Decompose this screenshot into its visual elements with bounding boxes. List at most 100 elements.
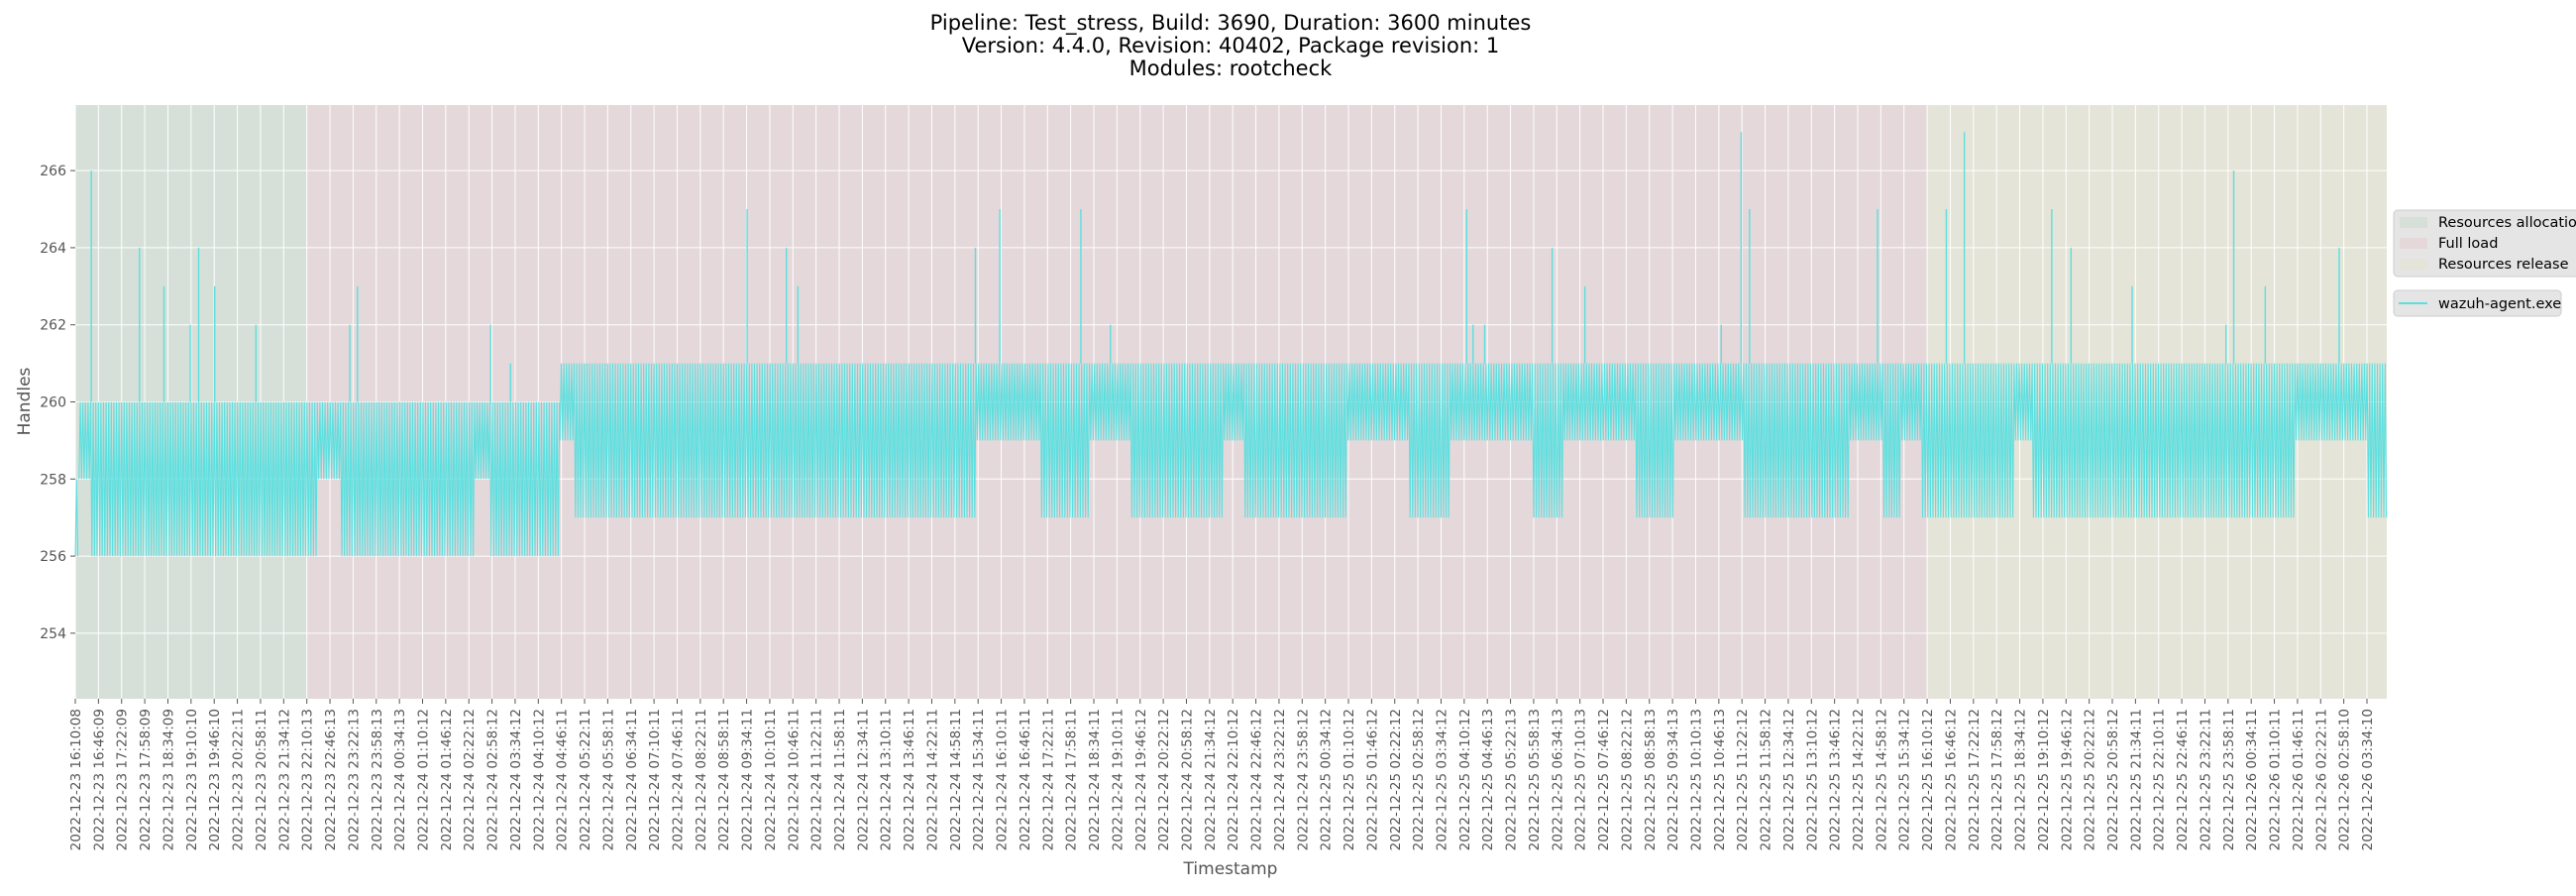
x-tick-label: 2022-12-24 22:10:12 — [1226, 709, 1241, 850]
x-tick-label: 2022-12-25 14:58:12 — [1874, 709, 1889, 850]
x-tick-label: 2022-12-23 16:10:08 — [68, 709, 84, 850]
x-tick-label: 2022-12-24 11:58:11 — [832, 709, 848, 850]
x-tick-label: 2022-12-26 01:10:11 — [2268, 709, 2284, 850]
x-tick-label: 2022-12-25 04:10:12 — [1457, 709, 1473, 850]
x-tick-label: 2022-12-24 16:46:11 — [1018, 709, 1033, 850]
y-tick-label: 266 — [40, 164, 66, 179]
x-tick-label: 2022-12-25 18:34:12 — [2013, 709, 2029, 850]
x-tick-label: 2022-12-26 03:34:10 — [2360, 709, 2376, 850]
y-axis: 254 256 258 260 262 264 266 — [40, 164, 75, 642]
x-tick-label: 2022-12-25 23:58:11 — [2221, 709, 2237, 850]
x-tick-label: 2022-12-25 17:22:12 — [1967, 709, 1983, 850]
series-band-1 — [78, 401, 561, 557]
x-tick-label: 2022-12-23 23:22:13 — [346, 709, 362, 850]
y-tick-label: 258 — [40, 472, 66, 488]
x-tick-label: 2022-12-25 05:22:13 — [1504, 709, 1520, 850]
chart-title-line-3: Modules: rootcheck — [1129, 56, 1333, 80]
x-tick-label: 2022-12-25 04:46:13 — [1480, 709, 1496, 850]
x-tick-label: 2022-12-25 19:46:12 — [2059, 709, 2075, 850]
y-tick-label: 264 — [40, 241, 66, 257]
series-band-0 — [74, 479, 79, 557]
x-tick-label: 2022-12-25 13:10:12 — [1804, 709, 1820, 850]
x-tick-label: 2022-12-25 02:58:12 — [1411, 709, 1427, 850]
x-tick-label: 2022-12-25 01:10:12 — [1342, 709, 1357, 850]
x-tick-label: 2022-12-25 22:10:11 — [2152, 709, 2168, 850]
x-axis: 2022-12-23 16:10:08 2022-12-23 16:46:09 20… — [68, 699, 2376, 850]
x-tick-label: 2022-12-24 17:58:11 — [1064, 709, 1080, 850]
x-tick-label: 2022-12-23 16:46:09 — [91, 709, 107, 850]
x-tick-label: 2022-12-24 08:58:11 — [716, 709, 732, 850]
x-tick-label: 2022-12-24 16:10:11 — [995, 709, 1011, 850]
x-tick-label: 2022-12-24 01:46:12 — [439, 709, 455, 850]
x-tick-label: 2022-12-23 22:10:13 — [300, 709, 316, 850]
x-tick-label: 2022-12-24 23:58:12 — [1295, 709, 1311, 850]
x-tick-label: 2022-12-24 22:46:12 — [1249, 709, 1265, 850]
x-tick-label: 2022-12-24 06:34:11 — [624, 709, 640, 850]
x-tick-label: 2022-12-25 03:34:12 — [1434, 709, 1449, 850]
x-tick-label: 2022-12-25 16:10:12 — [1920, 709, 1936, 850]
x-tick-label: 2022-12-24 02:22:12 — [462, 709, 478, 850]
x-tick-label: 2022-12-24 14:58:11 — [948, 709, 964, 850]
x-tick-label: 2022-12-24 02:58:12 — [485, 709, 501, 850]
x-tick-label: 2022-12-24 20:58:12 — [1179, 709, 1195, 850]
x-tick-label: 2022-12-24 19:10:11 — [1110, 709, 1126, 850]
legend-label-allocation: Resources allocation — [2438, 215, 2576, 231]
x-tick-label: 2022-12-26 00:34:11 — [2244, 709, 2260, 850]
x-tick-label: 2022-12-24 14:22:11 — [924, 709, 940, 850]
x-tick-label: 2022-12-25 21:34:11 — [2128, 709, 2144, 850]
x-tick-label: 2022-12-26 01:46:11 — [2291, 709, 2307, 850]
x-tick-label: 2022-12-25 14:22:12 — [1851, 709, 1867, 850]
x-tick-label: 2022-12-24 19:46:12 — [1133, 709, 1149, 850]
x-tick-label: 2022-12-23 19:46:10 — [207, 709, 223, 850]
x-tick-label: 2022-12-23 23:58:13 — [370, 709, 385, 850]
x-tick-label: 2022-12-25 20:22:12 — [2083, 709, 2098, 850]
x-tick-label: 2022-12-25 05:58:13 — [1527, 709, 1543, 850]
series-wazuh-agent — [74, 132, 2388, 557]
chart-title-line-2: Version: 4.4.0, Revision: 40402, Package… — [962, 34, 1500, 57]
x-tick-label: 2022-12-24 05:58:11 — [600, 709, 616, 850]
x-tick-label: 2022-12-25 19:10:12 — [2036, 709, 2052, 850]
x-tick-label: 2022-12-26 02:22:11 — [2313, 709, 2329, 850]
x-tick-label: 2022-12-23 20:22:11 — [231, 709, 247, 850]
legend-label-wazuh-agent: wazuh-agent.exe — [2438, 296, 2561, 312]
x-tick-label: 2022-12-24 13:46:11 — [902, 709, 917, 850]
x-tick-label: 2022-12-24 10:46:11 — [786, 709, 802, 850]
legend-swatch-allocation — [2400, 217, 2427, 228]
x-tick-label: 2022-12-24 05:22:11 — [578, 709, 593, 850]
chart-title-line-1: Pipeline: Test_stress, Build: 3690, Dura… — [930, 11, 1532, 36]
legend-phases: Resources allocation Full load Resources… — [2393, 209, 2576, 278]
x-tick-label: 2022-12-25 23:22:11 — [2198, 709, 2213, 850]
x-tick-label: 2022-12-23 17:58:09 — [138, 709, 154, 850]
x-tick-label: 2022-12-25 11:58:12 — [1759, 709, 1774, 850]
x-tick-label: 2022-12-24 13:10:11 — [879, 709, 895, 850]
x-tick-label: 2022-12-25 11:22:12 — [1735, 709, 1751, 850]
x-tick-label: 2022-12-25 15:34:12 — [1897, 709, 1913, 850]
legend-swatch-full-load — [2400, 238, 2427, 249]
x-tick-label: 2022-12-24 07:10:11 — [647, 709, 663, 850]
x-tick-label: 2022-12-24 03:34:12 — [508, 709, 524, 850]
legend-label-release: Resources release — [2438, 257, 2569, 273]
x-tick-label: 2022-12-24 10:10:11 — [763, 709, 779, 850]
x-tick-label: 2022-12-26 02:58:10 — [2337, 709, 2353, 850]
x-tick-label: 2022-12-25 06:34:13 — [1550, 709, 1565, 850]
x-tick-label: 2022-12-25 20:58:12 — [2105, 709, 2121, 850]
x-tick-label: 2022-12-25 00:34:12 — [1319, 709, 1335, 850]
x-tick-label: 2022-12-25 17:58:12 — [1989, 709, 2005, 850]
y-tick-label: 254 — [40, 626, 66, 642]
x-tick-label: 2022-12-24 11:22:11 — [809, 709, 825, 850]
x-tick-label: 2022-12-25 07:46:12 — [1596, 709, 1612, 850]
x-tick-label: 2022-12-25 01:46:12 — [1364, 709, 1380, 850]
x-tick-label: 2022-12-23 19:10:10 — [184, 709, 200, 850]
x-tick-label: 2022-12-25 12:34:12 — [1781, 709, 1797, 850]
x-tick-label: 2022-12-24 21:34:12 — [1203, 709, 1219, 850]
x-tick-label: 2022-12-25 10:10:13 — [1688, 709, 1704, 850]
x-tick-label: 2022-12-24 04:10:12 — [531, 709, 547, 850]
legend-series: wazuh-agent.exe — [2393, 289, 2562, 317]
x-tick-label: 2022-12-24 08:22:11 — [694, 709, 709, 850]
x-tick-label: 2022-12-24 01:10:12 — [415, 709, 431, 850]
x-tick-label: 2022-12-24 04:46:11 — [555, 709, 571, 850]
x-tick-label: 2022-12-24 23:22:12 — [1272, 709, 1288, 850]
x-tick-label: 2022-12-24 12:34:11 — [855, 709, 871, 850]
x-tick-label: 2022-12-23 22:46:13 — [323, 709, 339, 850]
